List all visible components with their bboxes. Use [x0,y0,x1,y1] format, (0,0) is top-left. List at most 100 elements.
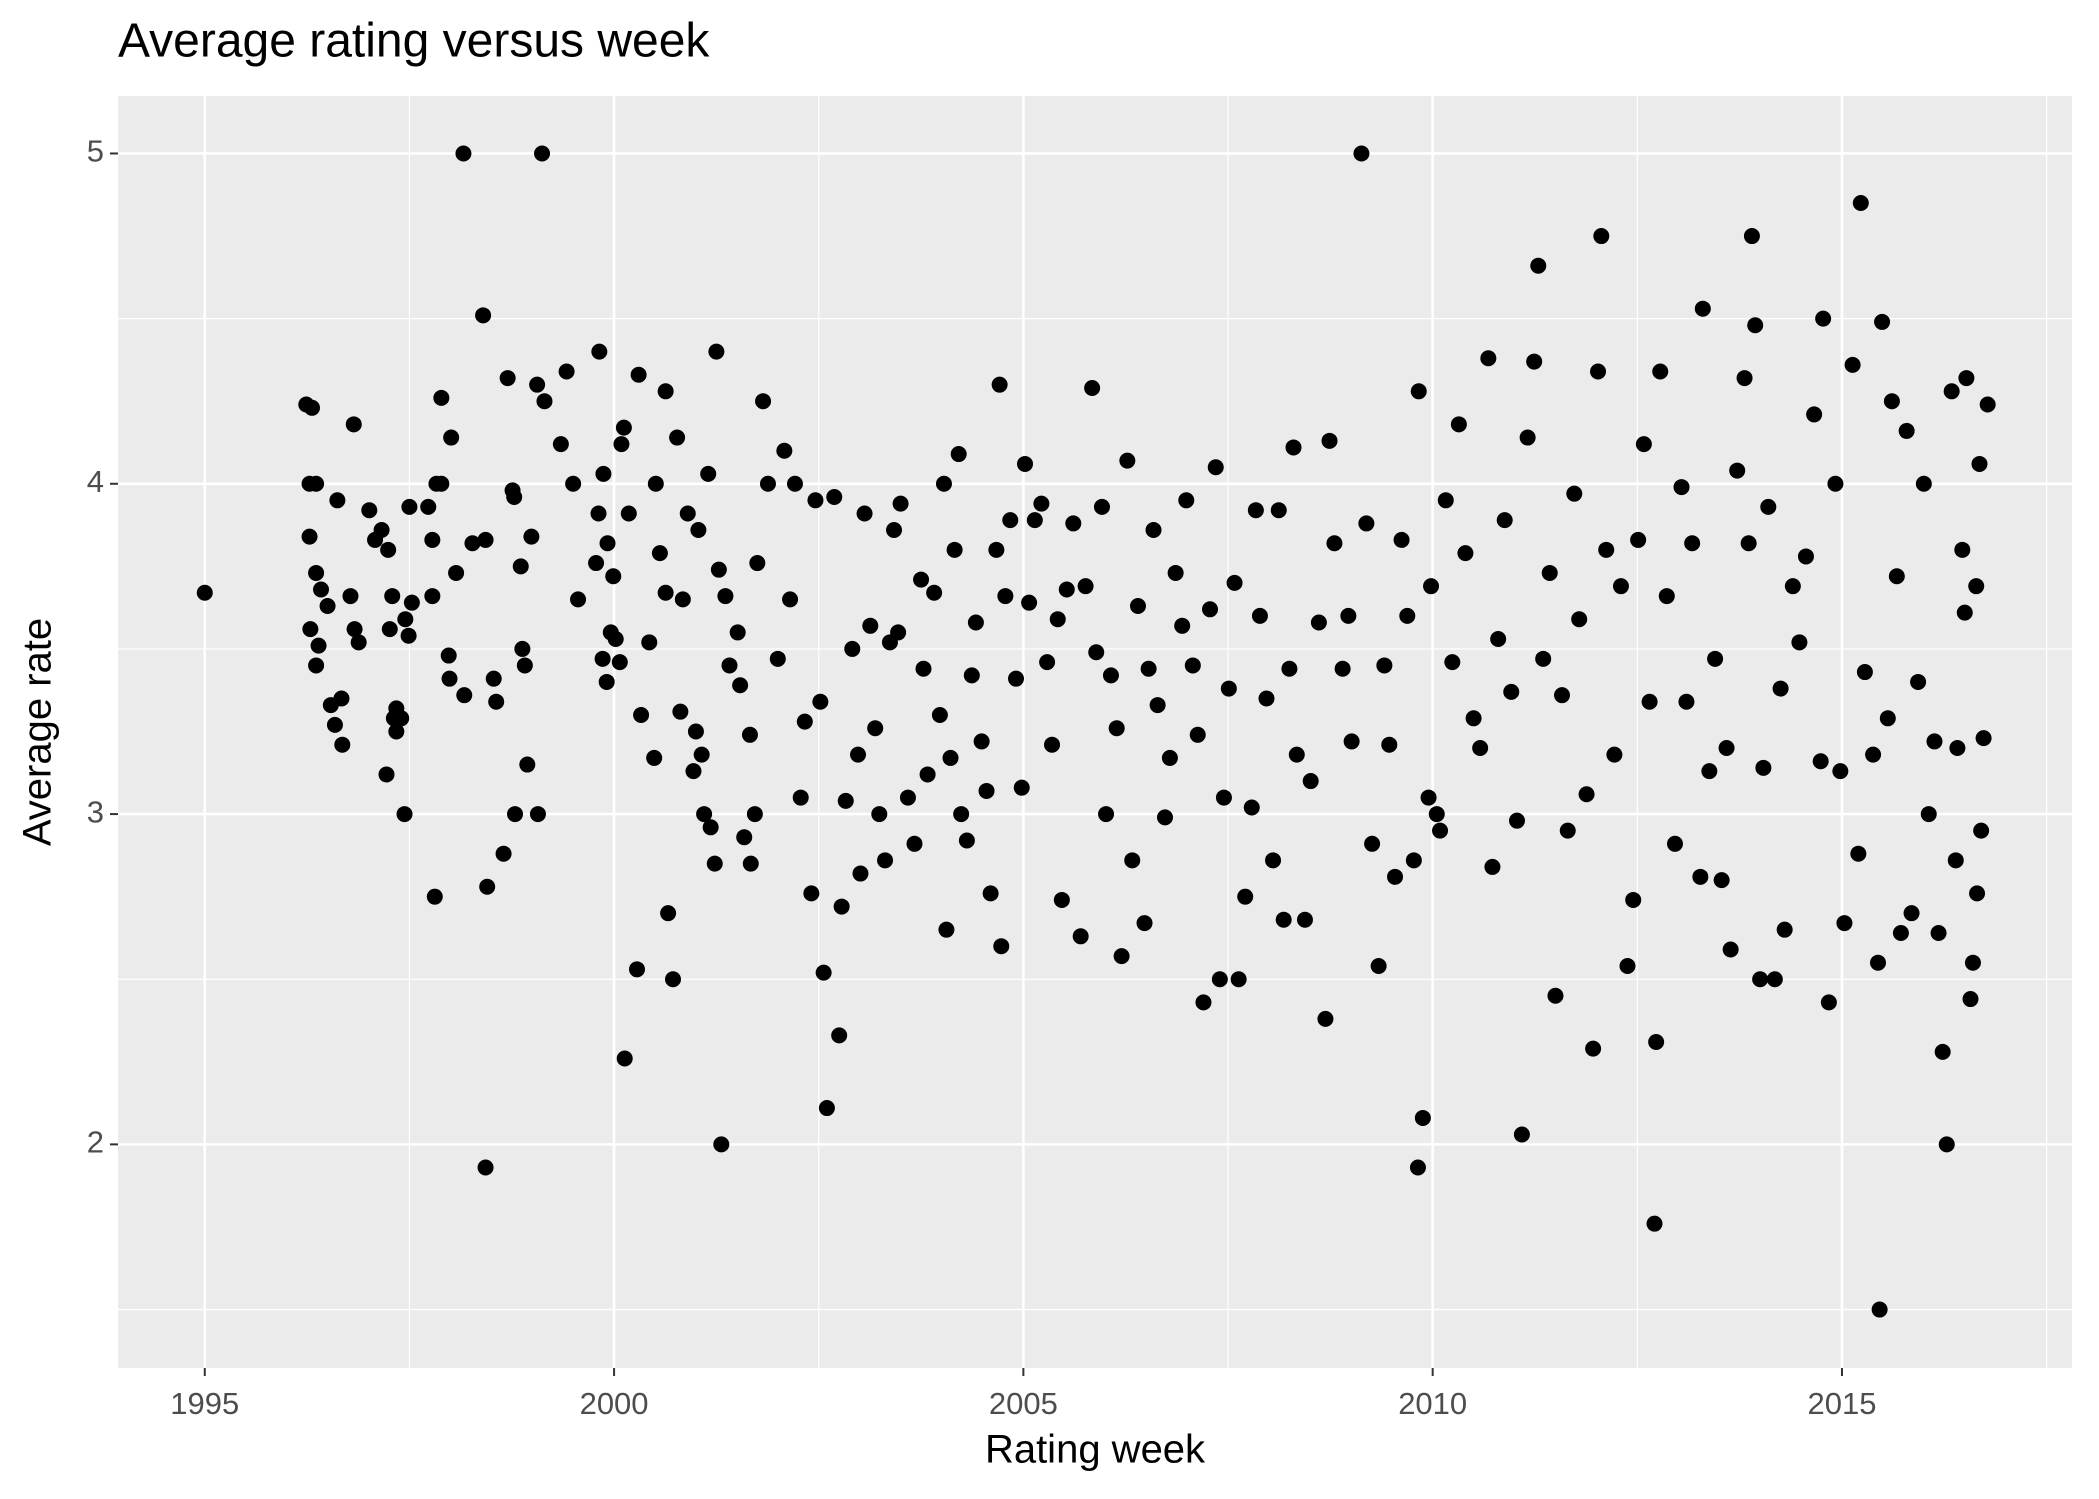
point [1547,987,1564,1004]
point [373,522,390,539]
point [558,363,575,380]
point [736,829,753,846]
point [1195,994,1212,1011]
point [1883,393,1900,410]
point [1915,475,1932,492]
point [1752,971,1769,988]
point [1480,350,1497,367]
point [1310,614,1327,631]
x-tick-label: 2000 [580,1386,649,1421]
point [1376,657,1393,674]
point [1701,763,1718,780]
point [1414,1109,1431,1126]
point [616,1050,633,1067]
point [1053,891,1070,908]
point [1189,726,1206,743]
point [1437,492,1454,509]
point [1207,459,1224,476]
point [598,673,615,690]
point [679,505,696,522]
y-tick-label: 5 [87,134,104,169]
point [844,640,861,657]
point [942,749,959,766]
point [978,782,995,799]
point [862,617,879,634]
point [630,366,647,383]
point [831,1027,848,1044]
point [1178,492,1195,509]
point [326,716,343,733]
point [693,746,710,763]
point [641,634,658,651]
point [1874,313,1891,330]
point [1969,885,1986,902]
point [433,475,450,492]
point [687,723,704,740]
point [1772,680,1789,697]
point [1420,789,1437,806]
point [1943,383,1960,400]
panel [118,96,2072,1368]
point [308,564,325,581]
x-tick-label: 2005 [989,1386,1058,1421]
point [702,819,719,836]
point [1343,733,1360,750]
point [1113,948,1130,965]
point [1393,531,1410,548]
point [1243,799,1260,816]
point [1285,439,1302,456]
point [565,475,582,492]
point [1593,228,1610,245]
point [1630,531,1647,548]
point [1827,475,1844,492]
point [1432,822,1449,839]
point [1694,300,1711,317]
point [706,855,723,872]
point [796,713,813,730]
point [1058,581,1075,598]
point [915,660,932,677]
point [1812,753,1829,770]
point [1641,693,1658,710]
point [1747,317,1764,334]
point [732,677,749,694]
point [420,498,437,515]
point [867,720,884,737]
point [803,885,820,902]
x-axis-title: Rating week [985,1428,1206,1472]
point [1625,891,1642,908]
point [1230,971,1247,988]
point [1541,564,1558,581]
point [1237,888,1254,905]
point [388,723,405,740]
point [1892,924,1909,941]
point [1387,868,1404,885]
point [1326,535,1343,552]
point [479,878,496,895]
point [1472,740,1489,757]
point [1065,515,1082,532]
point [456,687,473,704]
point [1934,1043,1951,1060]
point [1161,749,1178,766]
point [950,446,967,463]
y-axis-title: Average rate [16,618,60,846]
point [660,905,677,922]
point [595,465,612,482]
point [1898,422,1915,439]
point [514,640,531,657]
point [826,488,843,505]
point [1722,941,1739,958]
point [310,637,327,654]
point [615,419,632,436]
point [769,650,786,667]
point [1973,822,1990,839]
point [1678,693,1695,710]
point [1530,257,1547,274]
point [1508,812,1525,829]
point [1797,548,1814,565]
point [1743,228,1760,245]
point [1865,746,1882,763]
point [1740,535,1757,552]
